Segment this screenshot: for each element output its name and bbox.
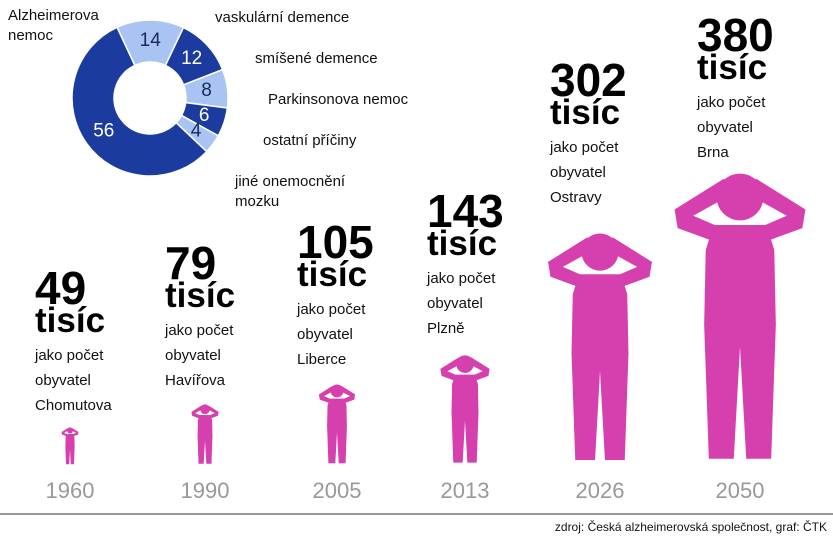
description: jako počet <box>427 266 495 291</box>
description: jako počet <box>165 318 233 343</box>
description: obyvatel <box>697 115 753 140</box>
category-label: ostatní příčiny <box>263 131 356 151</box>
unit-label: tisíc <box>297 257 367 293</box>
category-label: Alzheimerova nemoc <box>8 6 118 46</box>
description: obyvatel <box>297 322 353 347</box>
infographic: 141286456 zdroj: Česká alzheimerovská sp… <box>0 0 833 540</box>
body <box>572 274 629 460</box>
description: obyvatel <box>165 343 221 368</box>
description: jako počet <box>297 297 365 322</box>
slice-label: 12 <box>181 48 202 69</box>
description: Liberce <box>297 347 346 372</box>
person-figure <box>62 427 79 464</box>
category-label: vaskulární demence <box>215 8 349 28</box>
year-label: 2005 <box>287 478 387 504</box>
unit-label: tisíc <box>35 303 105 339</box>
slice-label: 8 <box>201 80 212 101</box>
description: jako počet <box>35 343 103 368</box>
unit-label: tisíc <box>550 95 620 131</box>
category-label: jiné onemocnění mozku <box>235 172 367 212</box>
description: jako počet <box>697 90 765 115</box>
year-label: 2013 <box>415 478 515 504</box>
unit-label: tisíc <box>165 278 235 314</box>
description: obyvatel <box>35 368 91 393</box>
year-label: 1960 <box>20 478 120 504</box>
slice-label: 14 <box>140 30 162 51</box>
description: Havířova <box>165 368 225 393</box>
year-label: 2026 <box>550 478 650 504</box>
person-figure <box>440 355 489 462</box>
description: Plzně <box>427 316 465 341</box>
unit-label: tisíc <box>427 226 497 262</box>
description: Brna <box>697 140 729 165</box>
body <box>327 399 347 464</box>
year-label: 2050 <box>690 478 790 504</box>
unit-label: tisíc <box>697 50 767 86</box>
description: obyvatel <box>427 291 483 316</box>
body <box>452 375 479 463</box>
body <box>704 225 776 459</box>
description: jako počet <box>550 135 618 160</box>
category-label: Parkinsonova nemoc <box>268 90 408 110</box>
description: Chomutova <box>35 393 112 418</box>
description: Ostravy <box>550 185 602 210</box>
description: obyvatel <box>550 160 606 185</box>
slice-label: 56 <box>93 120 114 141</box>
source: zdroj: Česká alzheimerovská společnost, … <box>555 520 827 534</box>
person-figure <box>319 384 355 463</box>
category-label: smíšené demence <box>255 49 378 69</box>
person-figure <box>675 174 806 459</box>
year-label: 1990 <box>155 478 255 504</box>
person-figure <box>548 233 652 460</box>
body <box>65 434 74 464</box>
body <box>198 415 213 464</box>
person-figure <box>191 404 218 463</box>
